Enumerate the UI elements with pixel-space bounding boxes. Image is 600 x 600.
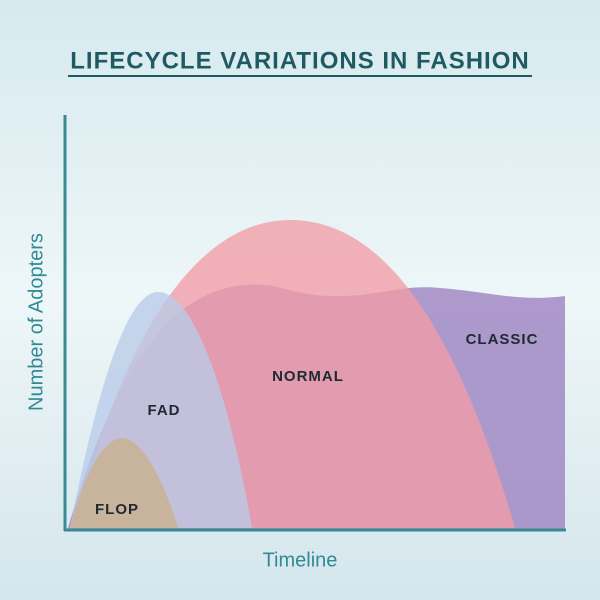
curve-label: FLOP <box>95 501 139 518</box>
y-axis-label: Number of Adopters <box>25 233 47 411</box>
x-axis-label: Timeline <box>263 549 338 571</box>
title: LIFECYCLE VARIATIONS IN FASHION <box>70 47 529 74</box>
flop-curve <box>70 438 178 528</box>
curve-label: CLASSIC <box>466 331 539 348</box>
curve-label: FAD <box>148 402 181 419</box>
curve-label: NORMAL <box>272 368 344 385</box>
